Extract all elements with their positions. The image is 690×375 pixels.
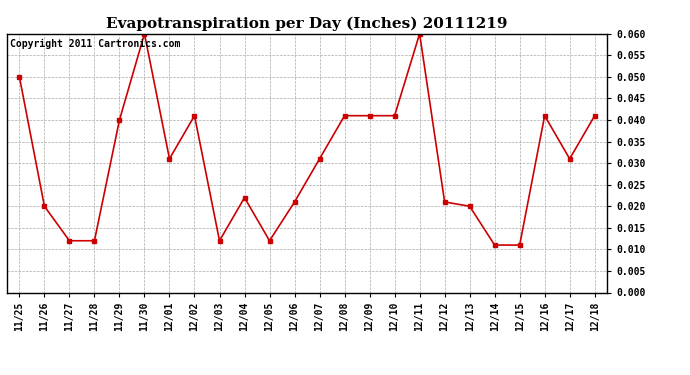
- Title: Evapotranspiration per Day (Inches) 20111219: Evapotranspiration per Day (Inches) 2011…: [106, 17, 508, 31]
- Text: Copyright 2011 Cartronics.com: Copyright 2011 Cartronics.com: [10, 39, 180, 49]
